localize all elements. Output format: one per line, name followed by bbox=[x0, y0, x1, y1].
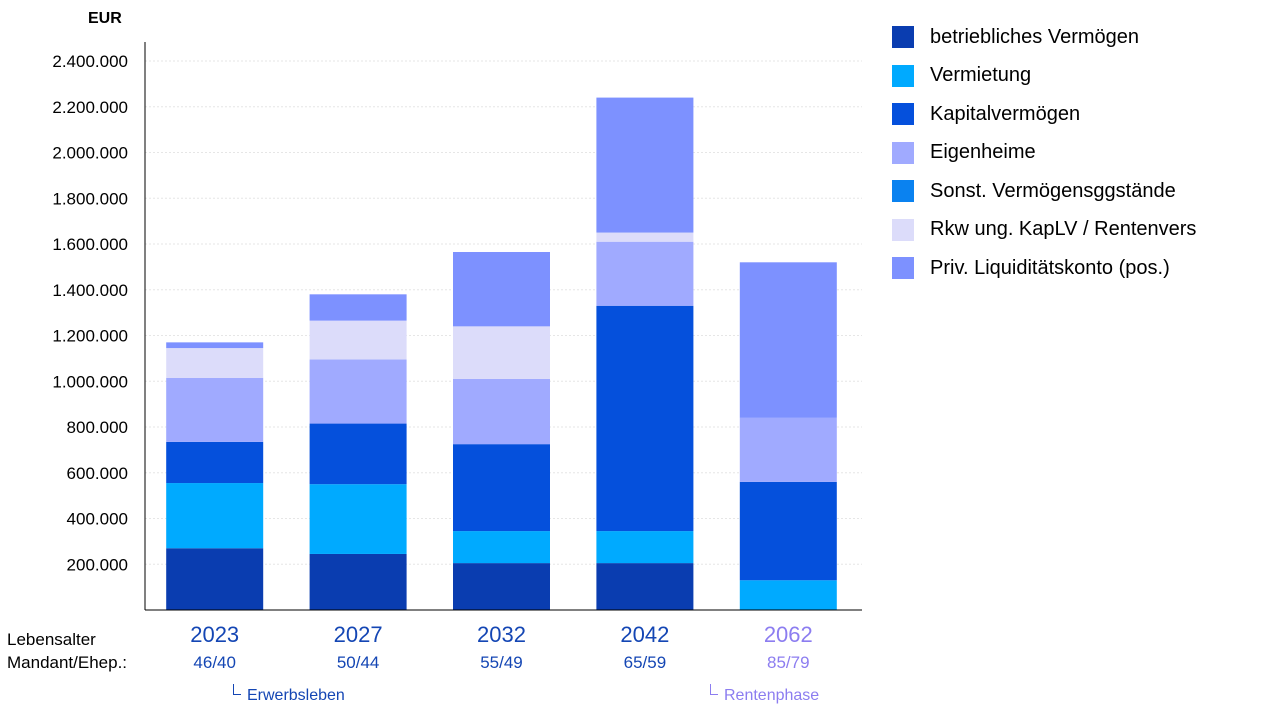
y-tick-label: 2.000.000 bbox=[52, 144, 128, 163]
bar-segment bbox=[166, 548, 264, 610]
legend-swatch bbox=[892, 180, 914, 203]
bar-segment bbox=[453, 326, 550, 379]
bracket-icon bbox=[233, 684, 241, 695]
age-label: 65/59 bbox=[624, 653, 667, 672]
legend: betriebliches Vermögen Vermietung Kapitalv… bbox=[892, 18, 1196, 288]
stacked-bar-chart: EUR 200.000 400.000 600.000 800.000 1.000.00… bbox=[7, 10, 862, 672]
x-category-label: 2042 bbox=[620, 622, 669, 647]
bar-segment bbox=[596, 241, 694, 306]
y-tick-label: 1.400.000 bbox=[52, 281, 128, 300]
bar-segment bbox=[596, 305, 694, 532]
legend-label: Kapitalvermögen bbox=[930, 102, 1081, 125]
bar-segment bbox=[596, 97, 694, 233]
legend-item: Sonst. Vermögensggstände bbox=[892, 172, 1196, 211]
legend-label: Vermietung bbox=[930, 64, 1032, 87]
bar-segment bbox=[166, 342, 264, 349]
x-category-labels: 2023 46/40 2027 50/44 2032 55/49 2042 65/59 2062… bbox=[190, 622, 813, 672]
x-category-label: 2023 bbox=[190, 622, 239, 647]
legend-label: Rkw ung. KapLV / Rentenvers bbox=[930, 218, 1197, 241]
age-label: 46/40 bbox=[193, 653, 236, 672]
legend-item: Priv. Liquiditätskonto (pos.) bbox=[892, 249, 1196, 288]
bar-segment bbox=[309, 359, 407, 424]
bar-segment bbox=[309, 294, 407, 321]
x-category-label: 2062 bbox=[764, 622, 813, 647]
bar-segment bbox=[739, 417, 837, 482]
bar-segment bbox=[453, 531, 550, 564]
bar-segment bbox=[309, 484, 407, 554]
legend-swatch bbox=[892, 26, 914, 49]
bar-segment bbox=[453, 252, 550, 327]
y-tick-labels: 200.000 400.000 600.000 800.000 1.000.000 1.2… bbox=[52, 52, 128, 574]
bar-segment bbox=[596, 563, 694, 610]
bar-segment bbox=[166, 348, 264, 378]
bar-segment bbox=[453, 378, 550, 445]
phase-note-rentenphase-text: Rentenphase bbox=[724, 687, 820, 704]
y-tick-label: 800.000 bbox=[67, 418, 128, 437]
phase-note-erwerbsleben: Erwerbsleben bbox=[233, 684, 345, 705]
y-tick-label: 200.000 bbox=[67, 555, 128, 574]
legend-label: Priv. Liquiditätskonto (pos.) bbox=[930, 256, 1170, 279]
y-tick-label: 1.200.000 bbox=[52, 327, 128, 346]
legend-swatch bbox=[892, 218, 914, 241]
phase-note-erwerbsleben-text: Erwerbsleben bbox=[247, 687, 345, 704]
age-label: 50/44 bbox=[337, 653, 380, 672]
bars bbox=[166, 97, 837, 610]
legend-swatch bbox=[892, 103, 914, 126]
y-tick-label: 400.000 bbox=[67, 510, 128, 529]
bar-segment bbox=[596, 531, 694, 564]
y-axis-unit-label: EUR bbox=[88, 10, 122, 27]
age-label: 85/79 bbox=[767, 653, 810, 672]
bar-segment bbox=[739, 481, 837, 581]
y-tick-label: 600.000 bbox=[67, 464, 128, 483]
legend-item: Eigenheime bbox=[892, 134, 1196, 173]
y-tick-label: 1.000.000 bbox=[52, 372, 128, 391]
bar-segment bbox=[596, 232, 694, 242]
legend-swatch bbox=[892, 141, 914, 164]
x-category-label: 2027 bbox=[334, 622, 383, 647]
bar-segment bbox=[309, 423, 407, 485]
age-label: 55/49 bbox=[480, 653, 523, 672]
y-tick-label: 1.600.000 bbox=[52, 235, 128, 254]
bar-segment bbox=[739, 262, 837, 418]
x-category-label: 2032 bbox=[477, 622, 526, 647]
legend-item: Rkw ung. KapLV / Rentenvers bbox=[892, 211, 1196, 250]
row-label-lebensalter: Lebensalter bbox=[7, 630, 96, 649]
bar-segment bbox=[309, 320, 407, 360]
bar-segment bbox=[453, 563, 550, 610]
legend-swatch bbox=[892, 64, 914, 87]
y-tick-label: 1.800.000 bbox=[52, 189, 128, 208]
bar-segment bbox=[739, 580, 837, 610]
bar-segment bbox=[309, 553, 407, 610]
y-tick-label: 2.400.000 bbox=[52, 52, 128, 71]
legend-item: Vermietung bbox=[892, 57, 1196, 96]
phase-note-rentenphase: Rentenphase bbox=[710, 684, 820, 705]
bar-segment bbox=[166, 483, 264, 549]
legend-swatch bbox=[892, 257, 914, 280]
row-label-mandant: Mandant/Ehep.: bbox=[7, 653, 127, 672]
bar-segment bbox=[166, 377, 264, 442]
bar-segment bbox=[453, 444, 550, 532]
bracket-icon bbox=[710, 684, 718, 695]
legend-label: Sonst. Vermögensggstände bbox=[930, 179, 1176, 202]
y-tick-label: 2.200.000 bbox=[52, 98, 128, 117]
bar-segment bbox=[166, 441, 264, 484]
legend-item: betriebliches Vermögen bbox=[892, 18, 1196, 57]
legend-item: Kapitalvermögen bbox=[892, 95, 1196, 134]
legend-label: betriebliches Vermögen bbox=[930, 25, 1140, 48]
legend-label: Eigenheime bbox=[930, 141, 1036, 164]
